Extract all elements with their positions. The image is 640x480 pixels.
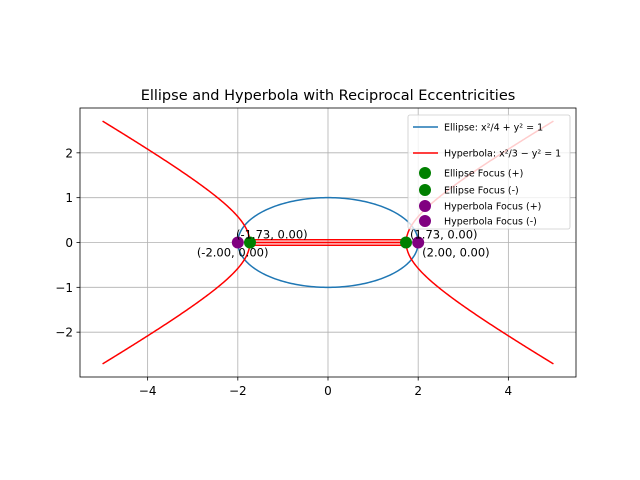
focus-annotation: (-1.73, 0.00)	[236, 228, 308, 242]
legend-label: Ellipse Focus (+)	[444, 169, 523, 180]
x-tick-label: 0	[324, 384, 332, 398]
x-tick-label: 4	[505, 384, 513, 398]
legend-dot-swatch	[419, 167, 431, 179]
focus-point	[243, 236, 256, 249]
legend-label: Hyperbola Focus (-)	[444, 217, 537, 228]
y-tick-label: 2	[65, 146, 73, 160]
y-tick-label: −2	[55, 326, 73, 340]
focus-annotation: (-2.00, 0.00)	[197, 246, 269, 260]
y-tick-label: 0	[65, 236, 73, 250]
legend-label: Hyperbola Focus (+)	[444, 202, 541, 213]
legend-dot-swatch	[419, 184, 431, 196]
hyperbola-series-lower	[102, 241, 554, 365]
x-tick-label: −2	[229, 384, 247, 398]
focus-point	[412, 236, 425, 249]
x-tick-label: −4	[139, 384, 157, 398]
focus-point	[400, 236, 413, 249]
x-tick-label: 2	[414, 384, 422, 398]
legend-box	[407, 114, 571, 230]
legend-label: Ellipse Focus (-)	[444, 186, 519, 197]
legend-dot-swatch	[419, 200, 431, 212]
focus-annotation: (1.73, 0.00)	[410, 228, 478, 242]
axis-ticks: −4 −2 0 2 4 −2 −1 0 1 2	[55, 146, 512, 398]
legend-label: Ellipse: x²/4 + y² = 1	[444, 123, 543, 134]
focus-point	[231, 236, 244, 249]
legend-dot-swatch	[419, 215, 431, 227]
y-tick-label: −1	[55, 281, 73, 295]
chart-title: Ellipse and Hyperbola with Reciprocal Ec…	[141, 88, 516, 104]
y-tick-label: 1	[65, 191, 73, 205]
plot-area: (1.73, 0.00) (-1.73, 0.00) (2.00, 0.00) (-2…	[102, 120, 554, 365]
legend: Ellipse: x²/4 + y² = 1 Hyperbola: x²/3 − …	[407, 114, 571, 230]
focus-annotation: (2.00, 0.00)	[422, 246, 490, 260]
legend-label: Hyperbola: x²/3 − y² = 1	[444, 149, 561, 160]
